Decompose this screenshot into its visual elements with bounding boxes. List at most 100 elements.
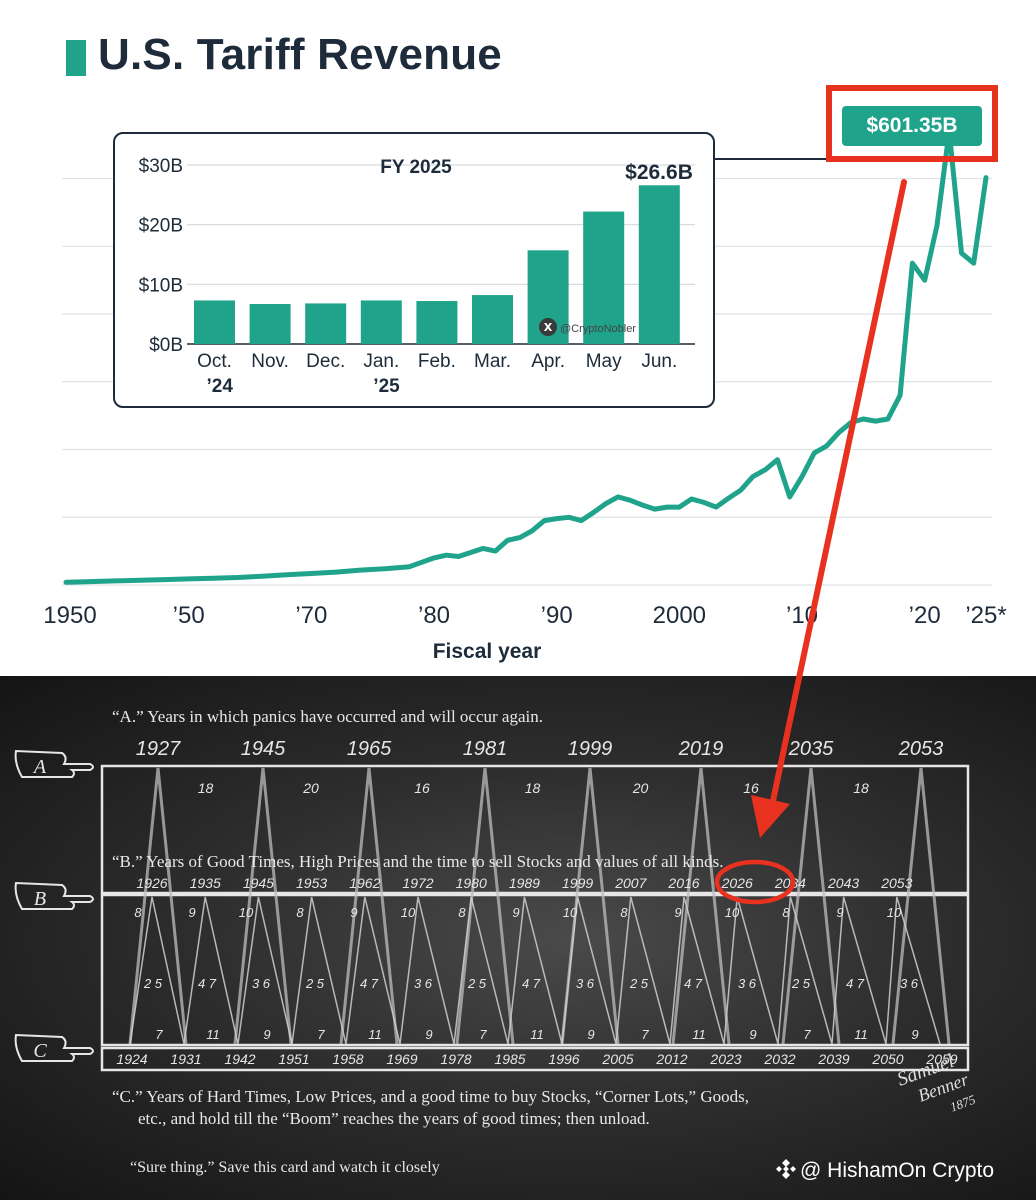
- inset-bar: [305, 303, 347, 344]
- cycle-top-number: 9: [674, 905, 681, 920]
- cycle-bottom-number: 9: [263, 1027, 270, 1042]
- panic-year: 1981: [463, 738, 508, 760]
- panic-interval: 18: [525, 780, 541, 796]
- hand-label: B: [34, 888, 46, 910]
- cycle-top-number: 8: [458, 905, 466, 920]
- x-axis-label: Fiscal year: [433, 640, 542, 663]
- hard-year: 1978: [440, 1051, 471, 1067]
- x-tick-label: 1950: [43, 602, 96, 629]
- cycle-pair-number: 3 6: [576, 976, 595, 991]
- cycle-bottom-number: 11: [854, 1027, 868, 1042]
- x-logo-glyph: X: [544, 321, 553, 334]
- cycle-bottom-number: 7: [317, 1027, 325, 1042]
- x-tick-label: ’50: [173, 602, 205, 629]
- cycle-bottom-number: 11: [206, 1027, 220, 1042]
- inset-x-tick-label: Jan.: [363, 351, 399, 372]
- x-tick-label: 2000: [653, 602, 706, 629]
- cycle-top-number: 9: [836, 905, 843, 920]
- panic-interval: 20: [632, 780, 649, 796]
- good-year: 2016: [667, 875, 699, 891]
- hard-year: 1951: [278, 1051, 309, 1067]
- x-logo-icon: [539, 318, 557, 336]
- caption-b: “B.” Years of Good Times, High Prices an…: [112, 852, 723, 871]
- cycle-pair-number: 2 5: [143, 976, 163, 991]
- inset-x-tick-label: Dec.: [306, 351, 345, 372]
- cycle-top-number: 9: [188, 905, 195, 920]
- good-year: 2053: [880, 875, 912, 891]
- binance-logo-icon: [776, 1159, 796, 1179]
- cycle-top-number: 8: [782, 905, 790, 920]
- panic-peak-line: [339, 767, 399, 1045]
- cycle-pair-number: 3 6: [252, 976, 271, 991]
- cycle-bottom-number: 9: [425, 1027, 432, 1042]
- caption-c-line1: “C.” Years of Hard Times, Low Prices, an…: [112, 1087, 749, 1106]
- panic-interval: 20: [302, 780, 319, 796]
- panic-year: 2019: [678, 738, 724, 760]
- panic-year: 2035: [788, 738, 834, 760]
- panic-interval: 16: [414, 780, 430, 796]
- inset-bars: Oct. ’24 Nov. Dec. Jan. ’25 Feb. Mar. Apr. May Jun…: [194, 185, 680, 397]
- panic-peak-line: [233, 767, 293, 1045]
- cycle-pair-number: 4 7: [360, 976, 379, 991]
- cycle-top-number: 8: [134, 905, 142, 920]
- inset-bar: [583, 211, 625, 344]
- inset-chart-title: FY 2025: [380, 157, 452, 178]
- cycle-top-number: 10: [239, 905, 254, 920]
- inset-x-tick-label: May: [586, 351, 622, 372]
- good-year: 1972: [402, 875, 433, 891]
- title-accent-bar: [66, 40, 86, 76]
- cycle-pair-number: 2 5: [791, 976, 811, 991]
- cycle-top-number: 10: [401, 905, 416, 920]
- callout-highlight-box: [826, 85, 998, 162]
- panic-peak-line: [891, 767, 951, 1045]
- good-year: 1945: [243, 875, 274, 891]
- hard-year: 1931: [170, 1051, 201, 1067]
- hard-year: 2039: [817, 1051, 849, 1067]
- cycle-pair-number: 4 7: [846, 976, 865, 991]
- panic-year: 1965: [347, 738, 392, 760]
- benner-cycle-card: 1927 1945 1965 1981 1999 2019 2035 2053 18 20 16 18…: [0, 676, 1036, 1200]
- footer-watermark-text: @ HishamOn Crypto: [800, 1159, 994, 1182]
- cycle-pair-number: 4 7: [684, 976, 703, 991]
- inset-x-tick-label: Nov.: [251, 351, 289, 372]
- frame-c: [100, 1046, 970, 1072]
- panic-year: 1945: [241, 738, 286, 760]
- benner-frames: [100, 764, 970, 1072]
- panic-peak-line: [781, 767, 841, 1045]
- panic-interval: 18: [198, 780, 214, 796]
- good-year: 1980: [456, 875, 487, 891]
- cycle-pair-number: 4 7: [522, 976, 541, 991]
- good-year: 1962: [349, 875, 380, 891]
- cycle-pair-number: 4 7: [198, 976, 217, 991]
- inset-bar: [416, 301, 458, 344]
- caption-c-line2: etc., and hold till the “Boom” reaches t…: [138, 1109, 650, 1128]
- panic-year: 1999: [568, 738, 613, 760]
- hand-pointer-icon: B: [14, 881, 94, 910]
- inset-x-year-label: ’25: [373, 376, 400, 397]
- panic-peak-line: [128, 767, 188, 1045]
- good-year: 1935: [190, 875, 221, 891]
- inset-y-tick-label: $0B: [149, 335, 183, 356]
- panic-peak-line: [455, 767, 515, 1045]
- cycle-pair-number: 2 5: [305, 976, 325, 991]
- cycle-bottom-number: 9: [911, 1027, 918, 1042]
- x-tick-label: ’80: [418, 602, 450, 629]
- hard-year: 2050: [871, 1051, 903, 1067]
- cycle-top-number: 10: [725, 905, 740, 920]
- inset-y-tick-label: $30B: [139, 156, 183, 177]
- hard-year: 2059: [925, 1051, 957, 1067]
- cycle-bottom-number: 7: [641, 1027, 649, 1042]
- x-tick-label: ’20: [909, 602, 941, 629]
- hard-year: 1985: [494, 1051, 525, 1067]
- inset-x-tick-label: Apr.: [531, 351, 565, 372]
- hard-year: 2032: [763, 1051, 795, 1067]
- inset-bar: [638, 185, 680, 344]
- panic-year: 2053: [898, 738, 944, 760]
- caption-a: “A.” Years in which panics have occurred…: [112, 707, 543, 726]
- cycle-top-number: 10: [887, 905, 902, 920]
- good-year: 2034: [774, 875, 806, 891]
- cycle-pair-number: 2 5: [629, 976, 649, 991]
- hand-pointer-icon: C: [14, 1033, 94, 1062]
